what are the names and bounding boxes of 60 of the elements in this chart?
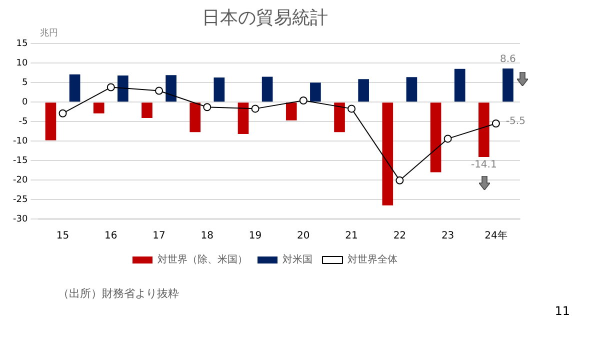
x-tick-label: 19 xyxy=(248,230,262,242)
text: （出所）財務省より抜粋 xyxy=(58,286,179,301)
x-tick-label: 16 xyxy=(104,230,118,242)
bar xyxy=(190,102,201,132)
point xyxy=(203,103,212,112)
bar xyxy=(262,76,273,102)
bar xyxy=(214,78,225,102)
y-tick-label: -5 xyxy=(18,116,28,127)
y-tick-label: -15 xyxy=(12,156,28,166)
point xyxy=(299,96,308,105)
x-tick-label: 21 xyxy=(345,230,358,242)
x-tick-label: 15 xyxy=(56,230,70,242)
point xyxy=(348,104,356,113)
bar xyxy=(286,102,297,120)
text: 11 xyxy=(554,304,570,318)
x-tick-label: 23 xyxy=(441,230,454,242)
data-label: 8.6 xyxy=(500,54,516,66)
bar xyxy=(382,102,394,206)
bar xyxy=(142,102,152,118)
bar xyxy=(334,102,345,132)
bar xyxy=(69,74,80,102)
chart-title: 日本の貿易統計 xyxy=(202,7,328,28)
bar xyxy=(118,76,128,102)
bar xyxy=(502,68,514,102)
y-tick-label: 10 xyxy=(16,58,28,68)
bar xyxy=(45,102,56,140)
point xyxy=(251,104,260,113)
point xyxy=(492,120,500,128)
point xyxy=(106,83,115,92)
y-tick-label: -25 xyxy=(12,194,28,205)
bar xyxy=(93,102,104,114)
y-tick-label: 15 xyxy=(16,38,28,49)
legend-label: 対世界（除、米国） xyxy=(158,254,248,266)
y-axis-title: 兆円 xyxy=(40,27,58,38)
data-label: -14.1 xyxy=(470,160,497,171)
x-tick-label: 24年 xyxy=(484,230,508,242)
x-tick-label: 20 xyxy=(297,230,310,242)
bar xyxy=(358,79,369,102)
x-tick-label: 17 xyxy=(152,230,166,242)
y-tick-label: -20 xyxy=(12,175,28,186)
y-tick-label: 5 xyxy=(22,78,28,88)
y-tick-label: -30 xyxy=(12,214,28,224)
bar xyxy=(406,77,418,102)
x-tick-label: 18 xyxy=(200,230,214,242)
bar xyxy=(478,102,490,158)
bar xyxy=(310,82,321,102)
point xyxy=(444,134,452,143)
y-tick-label: 0 xyxy=(22,97,28,108)
legend-label: 対世界全体 xyxy=(348,254,398,266)
y-tick-label: -10 xyxy=(12,136,28,146)
point xyxy=(396,176,404,184)
data-label: -5.5 xyxy=(506,116,526,128)
point xyxy=(155,86,164,95)
point xyxy=(58,109,67,118)
bar xyxy=(454,68,466,102)
x-tick-label: 22 xyxy=(393,230,406,242)
bar xyxy=(166,75,176,102)
bar xyxy=(430,102,442,172)
bar xyxy=(238,102,249,134)
legend-label: 対米国 xyxy=(282,254,312,266)
